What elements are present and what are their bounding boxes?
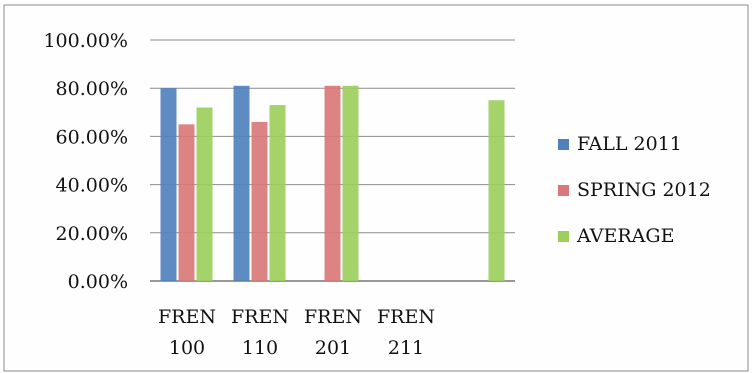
y-tick-label: 80.00% — [56, 78, 128, 100]
bar — [488, 100, 505, 281]
x-tick-label: FREN — [231, 306, 289, 328]
x-tick-label: 201 — [315, 337, 351, 359]
bars — [160, 85, 505, 281]
chart-frame — [3, 4, 749, 372]
x-tick-label: 100 — [169, 337, 205, 359]
x-tick-label: 211 — [388, 337, 424, 359]
y-tick-label: 0.00% — [68, 271, 128, 293]
y-tick-label: 60.00% — [56, 126, 128, 148]
legend-swatch — [558, 185, 569, 196]
legend-label: SPRING 2012 — [577, 179, 711, 201]
bar — [324, 85, 341, 281]
bar — [160, 88, 177, 281]
legend-swatch — [558, 139, 569, 150]
y-tick-label: 40.00% — [56, 175, 128, 197]
legend-label: AVERAGE — [576, 225, 674, 247]
x-axis-tick-labels: FREN 100 FREN 110 FREN 201 FREN 211 — [158, 306, 435, 359]
bar — [251, 121, 268, 281]
bar — [342, 85, 359, 281]
bar — [196, 107, 213, 281]
bar — [178, 124, 195, 281]
y-tick-label: 20.00% — [56, 223, 128, 245]
bar — [233, 85, 250, 281]
legend-label: FALL 2011 — [577, 133, 682, 155]
bar — [269, 105, 286, 281]
x-tick-label: FREN — [304, 306, 362, 328]
x-tick-label: FREN — [158, 306, 216, 328]
y-tick-label: 100.00% — [43, 30, 128, 52]
x-tick-label: FREN — [377, 306, 435, 328]
legend-swatch — [558, 231, 569, 242]
y-axis-tick-labels: 0.00% 20.00% 40.00% 60.00% 80.00% 100.00% — [43, 30, 128, 293]
legend: FALL 2011 SPRING 2012 AVERAGE — [558, 133, 711, 247]
x-tick-label: 110 — [242, 337, 278, 359]
